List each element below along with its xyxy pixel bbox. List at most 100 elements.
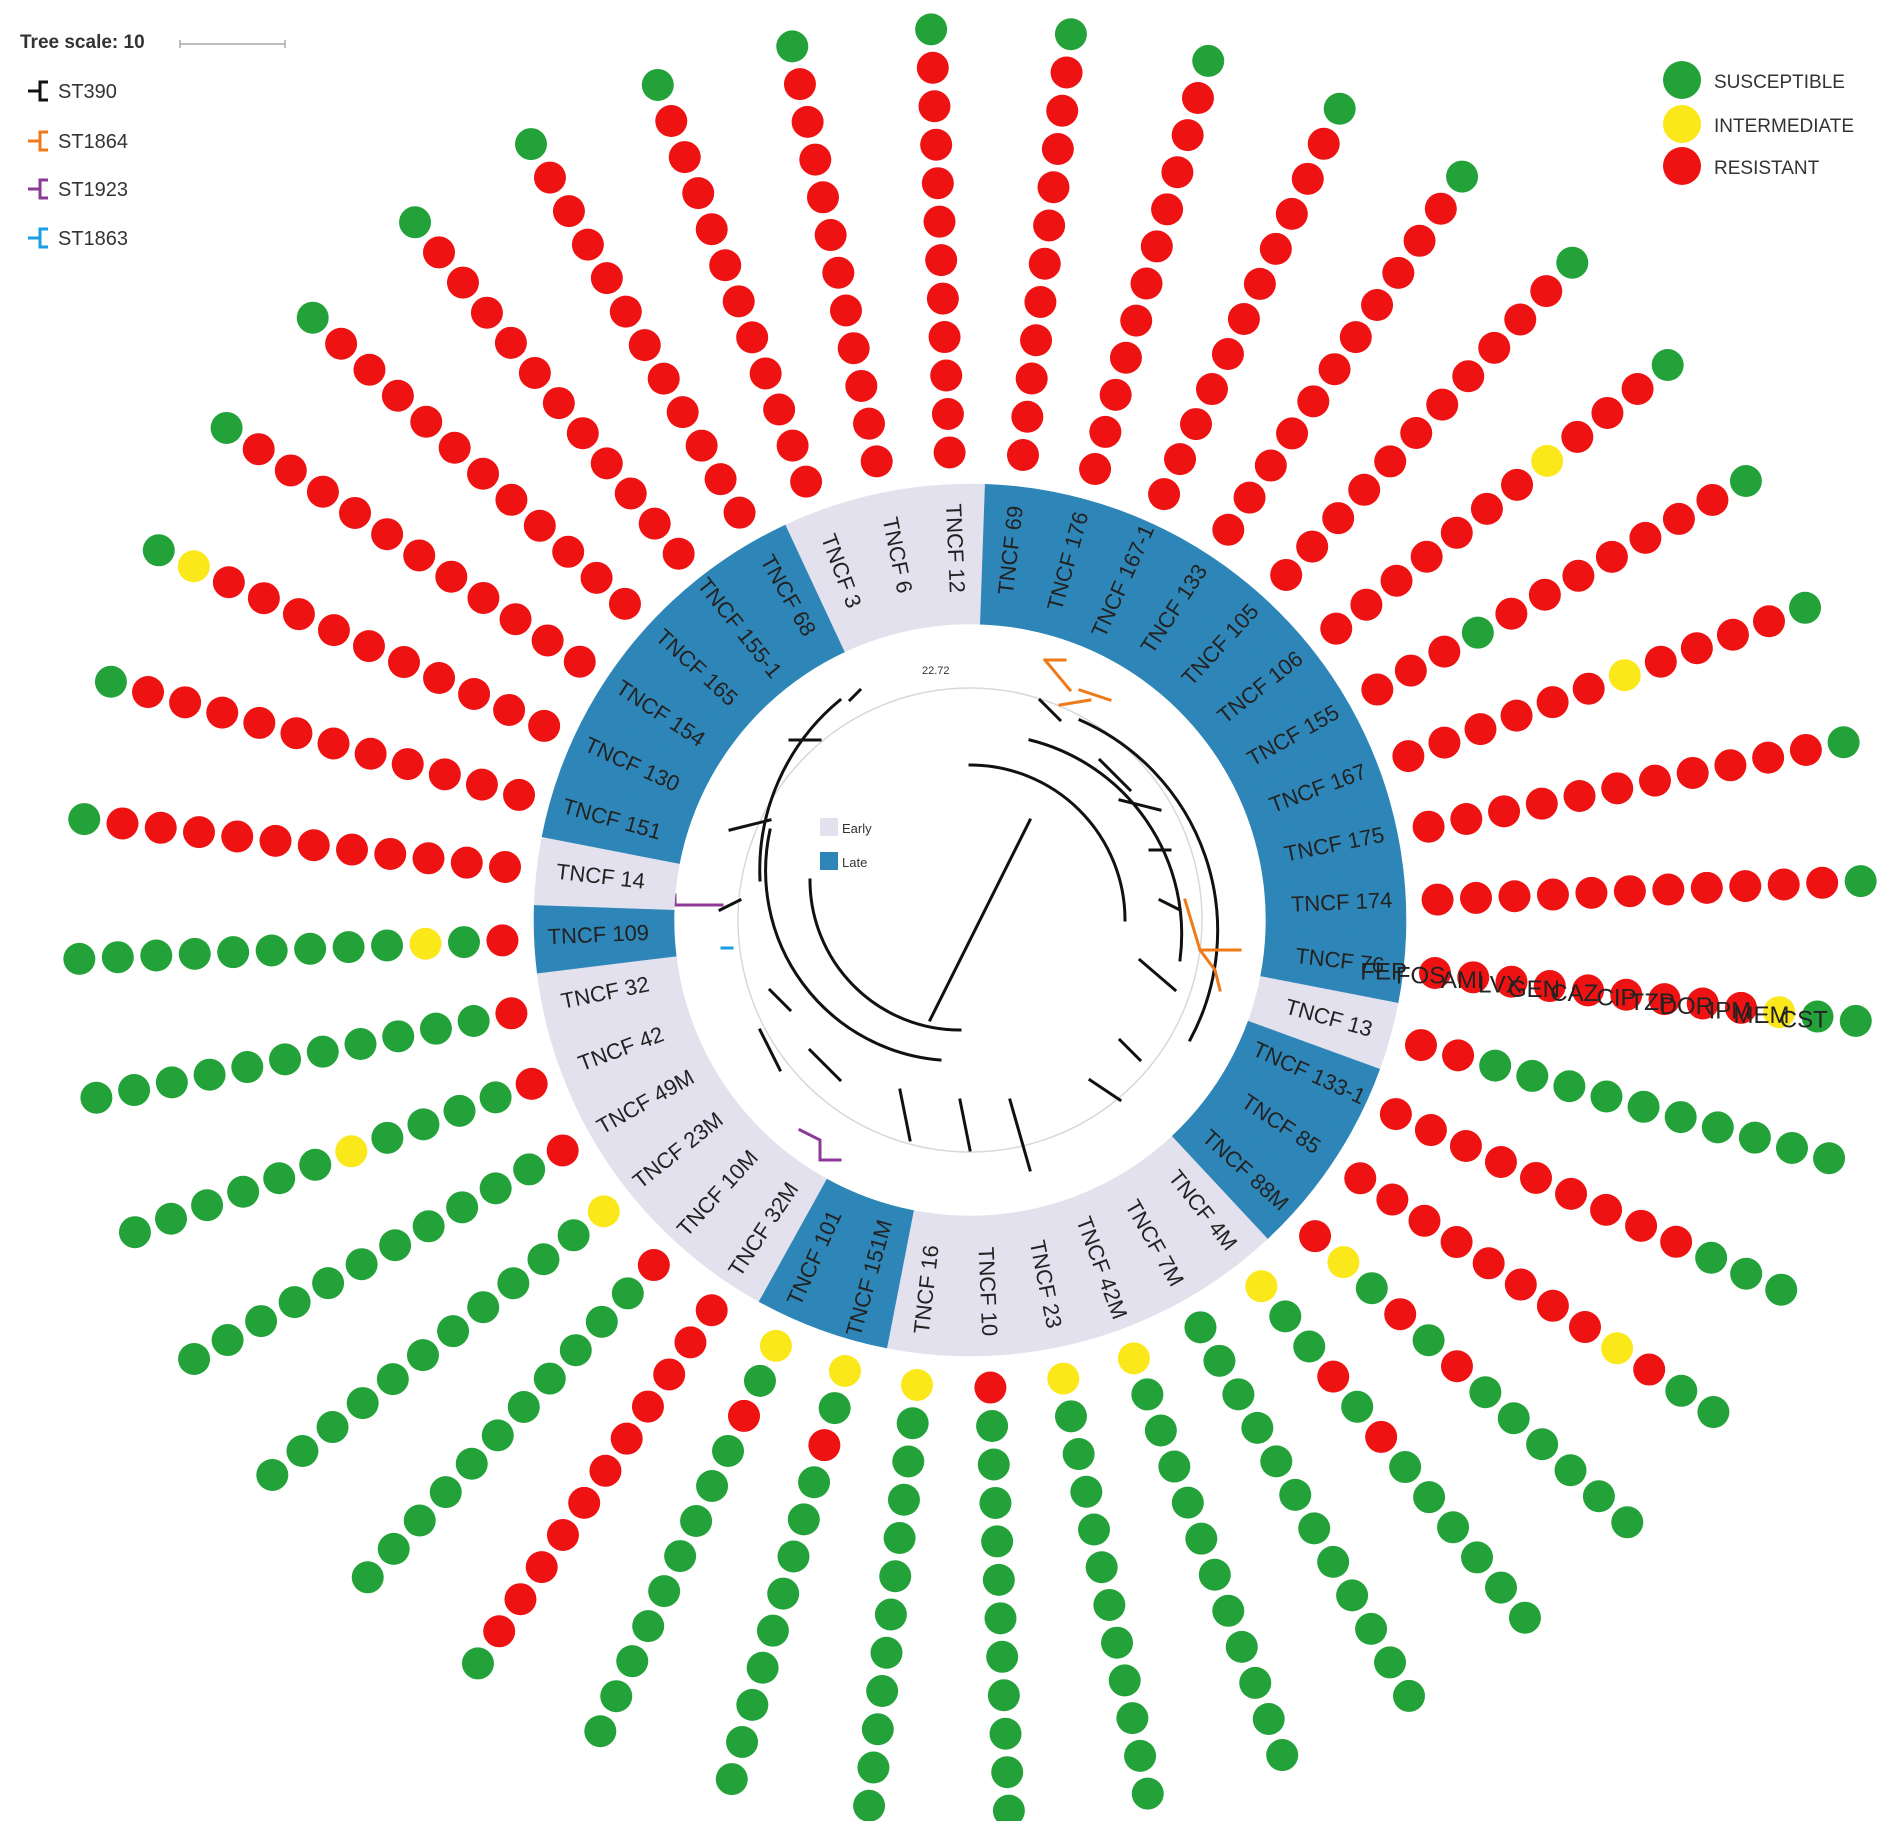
susceptibility-dot: [668, 141, 701, 174]
susceptibility-dot: [1161, 156, 1194, 189]
susceptibility-dot: [465, 768, 498, 801]
susceptibility-dot: [407, 1108, 440, 1141]
susceptibility-dot: [1627, 1090, 1660, 1123]
susceptibility-dot: [1412, 1324, 1445, 1357]
susceptibility-dot: [1028, 247, 1061, 280]
tree-clade-left: [717, 687, 1032, 1172]
susceptibility-dot: [1449, 1130, 1482, 1163]
susceptibility-dot: [1037, 171, 1070, 204]
susceptibility-dot: [256, 1458, 289, 1491]
susceptibility-dot: [1686, 987, 1719, 1020]
susceptibility-dot: [455, 1447, 488, 1480]
susceptibility-dot: [1601, 1332, 1634, 1365]
drug-label: CST: [1780, 1006, 1828, 1033]
susceptibility-dot: [1298, 1512, 1331, 1545]
susceptibility-dot: [992, 1794, 1025, 1821]
susceptibility-dot: [1464, 713, 1497, 746]
susceptibility-dot: [1140, 230, 1173, 263]
susceptibility-dot: [1556, 246, 1589, 279]
susceptibility-dot: [1763, 996, 1796, 1029]
susceptibility-dot: [410, 405, 443, 438]
susceptibility-dot: [1239, 1666, 1272, 1699]
susceptibility-dot: [923, 205, 956, 238]
susceptibility-dot: [1611, 1506, 1644, 1539]
susceptibility-dot: [263, 1162, 296, 1195]
susceptibility-dot: [178, 1342, 211, 1375]
susceptibility-dot: [933, 436, 966, 469]
susceptibility-dot: [212, 566, 245, 599]
susceptibility-dot: [461, 1647, 494, 1680]
susceptibility-dot: [193, 1058, 226, 1091]
susceptibility-dot: [371, 929, 404, 962]
susceptibility-dot: [1243, 267, 1276, 300]
susceptibility-dot: [546, 1518, 579, 1551]
susceptibility-dot: [1531, 444, 1564, 477]
susceptibility-dot: [1116, 1702, 1149, 1735]
susceptibility-dot: [1120, 304, 1153, 337]
susceptibility-dot: [458, 677, 491, 710]
susceptibility-dot: [294, 932, 327, 965]
susceptibility-dot: [259, 824, 292, 857]
susceptibility-dot: [1676, 756, 1709, 789]
susceptibility-dot: [1184, 1311, 1217, 1344]
susceptibility-dot: [1590, 1080, 1623, 1113]
susceptibility-dot: [1789, 591, 1822, 624]
susceptibility-dot: [587, 1195, 620, 1228]
tree-scale-label: Tree scale: 10: [20, 32, 145, 53]
status-legend-item-resistant: RESISTANT: [1663, 147, 1820, 185]
susceptibility-dot: [1336, 1579, 1369, 1612]
susceptibility-dot: [379, 1229, 412, 1262]
st-legend-item-3: ST1863: [28, 227, 128, 250]
susceptibility-dot: [247, 582, 280, 615]
susceptibility-dot: [628, 329, 661, 362]
susceptibility-dot: [616, 1645, 649, 1678]
susceptibility-dot: [1601, 772, 1634, 805]
susceptibility-dot: [1498, 880, 1531, 913]
susceptibility-dot: [981, 1525, 1014, 1558]
susceptibility-dot: [132, 676, 165, 709]
susceptibility-dot: [1729, 465, 1762, 498]
tree-root-branch: [927, 817, 1033, 1023]
susceptibility-dot: [767, 1577, 800, 1610]
susceptibility-dot: [1591, 396, 1624, 429]
susceptibility-dot: [1621, 372, 1654, 405]
susceptibility-dot: [1488, 795, 1521, 828]
susceptibility-dot: [419, 1012, 452, 1045]
susceptibility-dot: [571, 228, 604, 261]
susceptibility-dot: [818, 1392, 851, 1425]
susceptibility-dot: [1151, 193, 1184, 226]
susceptibility-dot: [696, 1469, 729, 1502]
susceptibility-dot: [504, 1583, 537, 1616]
susceptibility-dot: [312, 1267, 345, 1300]
susceptibility-dot: [674, 1326, 707, 1359]
susceptibility-dot: [495, 483, 528, 516]
susceptibility-dot: [1629, 521, 1662, 554]
susceptibility-dot: [814, 219, 847, 252]
susceptibility-dot: [1554, 1454, 1587, 1487]
susceptibility-dot: [354, 737, 387, 770]
susceptibility-dot: [870, 1636, 903, 1669]
susceptibility-dot: [1389, 1451, 1422, 1484]
susceptibility-dot: [1561, 420, 1594, 453]
susceptibility-dot: [481, 1419, 514, 1452]
susceptibility-dot: [1827, 726, 1860, 759]
susceptibility-dot: [1516, 1059, 1549, 1092]
susceptibility-dot: [403, 1504, 436, 1537]
susceptibility-dot: [614, 477, 647, 510]
susceptibility-dot: [1171, 119, 1204, 152]
susceptibility-dot: [339, 496, 372, 529]
scale-value-label: 22.72: [922, 665, 950, 677]
susceptibility-dot: [776, 429, 809, 462]
susceptibility-dot: [1813, 1142, 1846, 1175]
susceptibility-dot: [1613, 875, 1646, 908]
susceptibility-dot: [1555, 1177, 1588, 1210]
susceptibility-dot: [497, 1267, 530, 1300]
susceptibility-dot: [1344, 1162, 1377, 1195]
susceptibility-dot: [828, 1354, 861, 1387]
susceptibility-dot: [499, 603, 532, 636]
susceptibility-dot: [1485, 1571, 1518, 1604]
susceptibility-dot: [1608, 659, 1641, 692]
susceptibility-dot: [299, 1148, 332, 1181]
susceptibility-dot: [1070, 1475, 1103, 1508]
